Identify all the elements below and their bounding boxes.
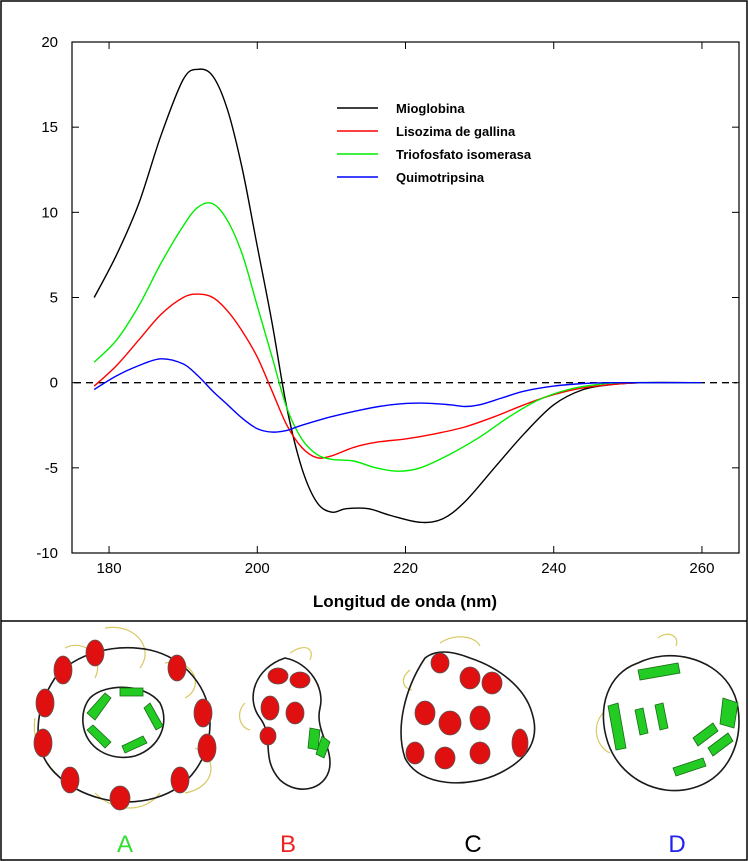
protein-structures: A B C D [33, 626, 740, 858]
series-line-1 [93, 68, 702, 524]
structure-label-d: D [668, 831, 685, 858]
y-tick-label: 20 [41, 34, 58, 51]
structure-c-image [400, 636, 536, 784]
structure-label-c: C [464, 831, 481, 858]
legend-label-1: Mioglobina [396, 101, 465, 116]
x-tick-label: 200 [245, 560, 270, 577]
axis-ticks [72, 41, 739, 554]
legend-label-2: Lisozima de gallina [396, 124, 516, 139]
tick-labels: 180 200 220 240 260 -10 -5 0 5 10 15 20 [36, 34, 714, 577]
x-tick-label: 220 [393, 560, 418, 577]
legend: Mioglobina Lisozima de gallina Triofosfato… [337, 101, 532, 185]
structure-b-image [238, 647, 331, 790]
structure-label-b: B [280, 831, 296, 858]
series-line-2 [93, 293, 702, 459]
y-tick-label: 5 [50, 290, 58, 307]
y-tick-label: 15 [41, 119, 58, 136]
legend-label-4: Quimotripsina [396, 170, 485, 185]
series-line-4 [93, 358, 702, 433]
cd-chart: 180 200 220 240 260 -10 -5 0 5 10 15 20 Mioglobina L… [36, 34, 740, 611]
series-line-3 [93, 202, 702, 472]
structure-a-image [33, 626, 217, 811]
y-tick-label: 0 [50, 375, 58, 392]
x-tick-label: 180 [97, 560, 122, 577]
x-tick-label: 260 [689, 560, 714, 577]
structure-d-image [595, 633, 740, 792]
plot-area [71, 41, 740, 554]
y-tick-label: -5 [45, 460, 58, 477]
x-axis-title: Longitud de onda (nm) [313, 592, 497, 611]
structure-label-a: A [117, 831, 133, 858]
legend-label-3: Triofosfato isomerasa [396, 147, 532, 162]
series-lines [93, 68, 702, 524]
y-tick-label: -10 [36, 545, 58, 562]
x-tick-label: 240 [541, 560, 566, 577]
y-tick-label: 10 [41, 204, 58, 221]
